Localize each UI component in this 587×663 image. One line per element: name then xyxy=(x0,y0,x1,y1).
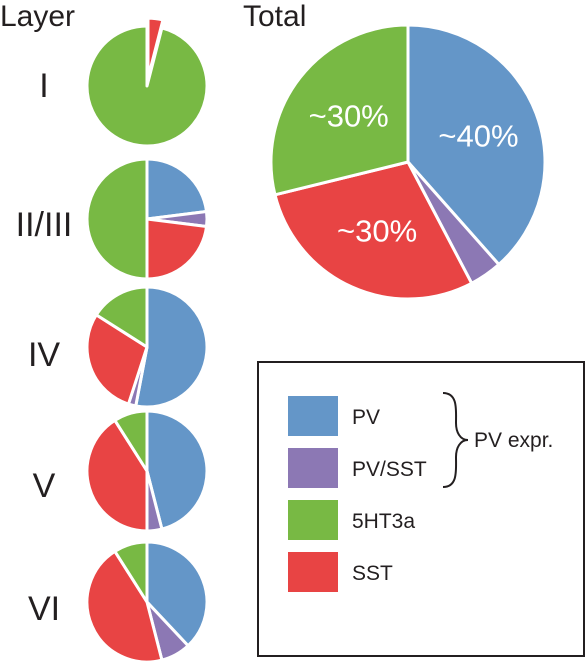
pie-total-slice-pv xyxy=(406,23,547,267)
pie-total-label-pv: ~40% xyxy=(438,118,518,153)
pie-total-label-sst: ~30% xyxy=(337,214,417,249)
layer-label-I: I xyxy=(39,67,48,105)
legend-label-sst: SST xyxy=(352,562,393,585)
legend-label-5ht3a: 5HT3a xyxy=(352,510,415,533)
pie-layer-IV-slice-pv xyxy=(134,285,209,409)
pie-layer-II-III xyxy=(85,157,209,281)
pie-layer-IV-slice-sst xyxy=(85,313,149,406)
legend-swatch-pv-sst xyxy=(288,448,338,488)
pie-layer-VI-slice-5ht3a xyxy=(113,540,149,604)
layer-label-V: V xyxy=(33,467,56,505)
pie-layer-VI-slice-sst xyxy=(85,549,164,663)
pie-layer-VI xyxy=(85,540,209,663)
layer-label-II-III: II/III xyxy=(16,206,73,244)
pie-layer-II-III-slice-sst xyxy=(145,217,209,281)
pie-total-slice-5ht3a xyxy=(269,23,410,197)
layer-header: Layer xyxy=(0,0,75,33)
pie-total: ~40% ~30% ~30% xyxy=(269,23,547,301)
pie-layer-II-III-slice-pv xyxy=(145,157,209,221)
legend: PV PV/SST 5HT3a SST PV expr. xyxy=(257,361,585,657)
legend-group-label: PV expr. xyxy=(474,429,553,452)
legend-label-pv: PV xyxy=(352,406,380,429)
pie-layer-VI-slice-pv xyxy=(145,540,209,648)
legend-swatch-pv xyxy=(288,396,338,436)
layer-label-IV: IV xyxy=(28,336,60,374)
pie-layer-V xyxy=(85,409,209,533)
pie-layer-V-slice-pv xyxy=(145,409,209,531)
total-header: Total xyxy=(243,0,306,33)
pie-layer-II-III-slice-5ht3a xyxy=(85,157,149,281)
pie-layer-I-slice-5ht3a xyxy=(85,24,209,148)
pie-total-label-5ht3a: ~30% xyxy=(309,99,389,134)
legend-swatch-5ht3a xyxy=(288,500,338,540)
legend-group-brace xyxy=(442,392,469,488)
pie-layer-V-slice-5ht3a xyxy=(113,409,149,473)
pie-layer-I xyxy=(85,16,209,148)
pie-layer-IV xyxy=(85,285,209,409)
pie-layer-IV-slice-5ht3a xyxy=(94,285,149,349)
legend-label-pv-sst: PV/SST xyxy=(352,458,427,481)
legend-swatch-sst xyxy=(288,552,338,592)
pie-total-slice-sst xyxy=(273,160,474,301)
layer-label-VI: VI xyxy=(28,590,60,628)
